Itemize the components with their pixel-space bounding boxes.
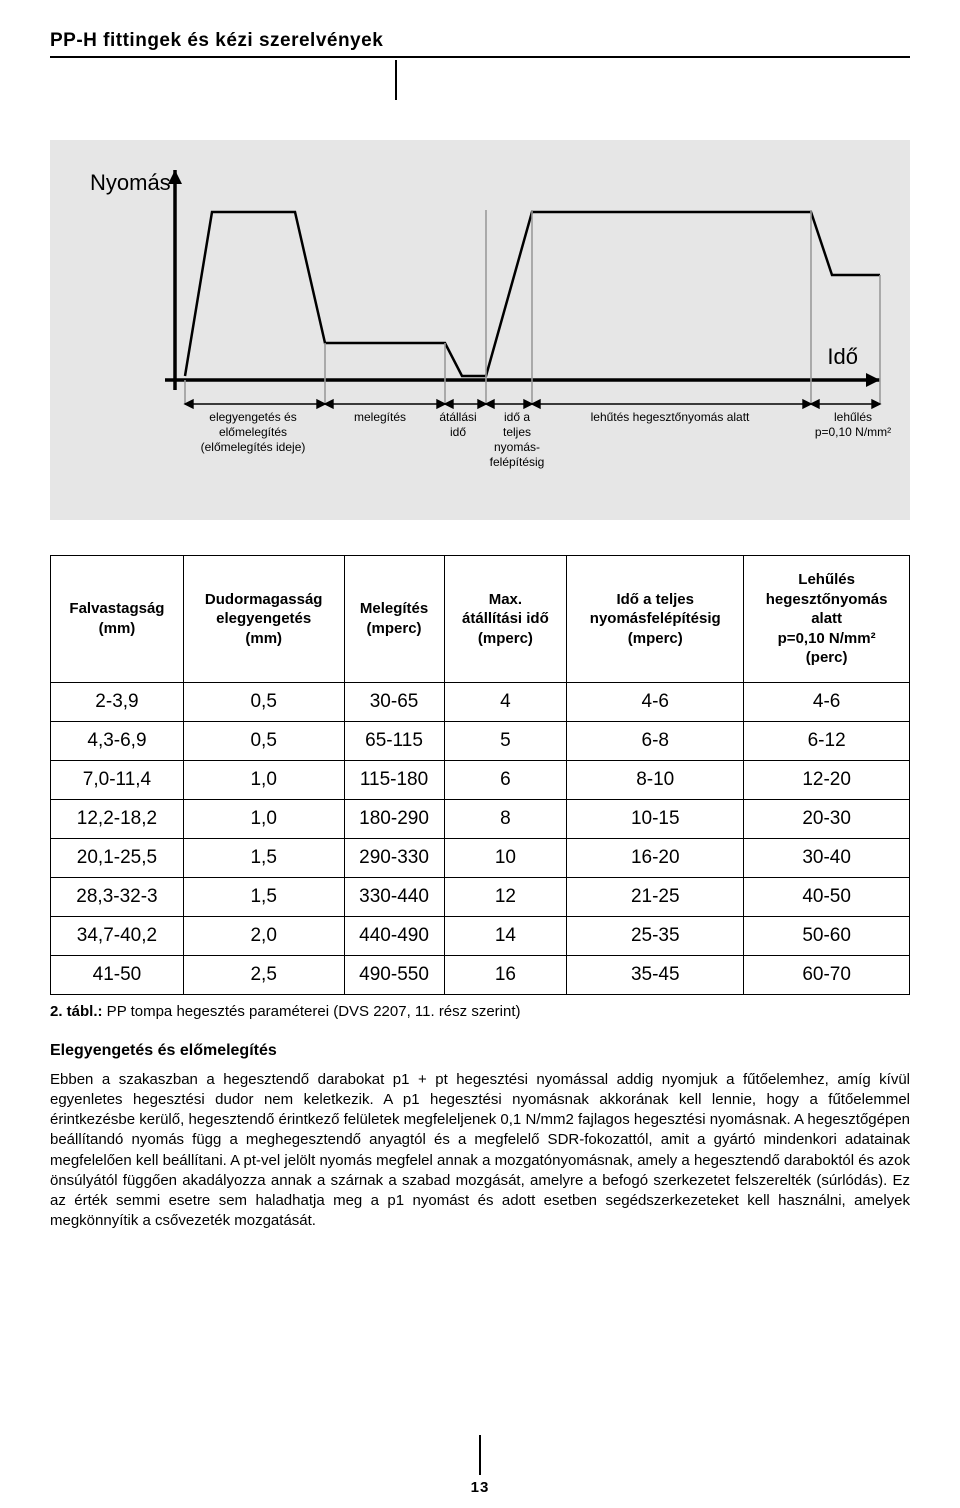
table-cell: 4-6 bbox=[567, 682, 744, 721]
col-header-5: Idő a teljesnyomásfelépítésig(mperc) bbox=[567, 556, 744, 683]
table-cell: 12-20 bbox=[744, 760, 910, 799]
table-cell: 35-45 bbox=[567, 955, 744, 994]
table-cell: 10-15 bbox=[567, 799, 744, 838]
table-cell: 30-65 bbox=[344, 682, 444, 721]
table-cell: 4-6 bbox=[744, 682, 910, 721]
col-header-3: Melegítés(mperc) bbox=[344, 556, 444, 683]
table-cell: 12 bbox=[444, 877, 567, 916]
table-cell: 20,1-25,5 bbox=[51, 838, 184, 877]
table-cell: 10 bbox=[444, 838, 567, 877]
pressure-time-chart: Nyomás Idő bbox=[50, 140, 910, 520]
chart-svg bbox=[50, 140, 910, 520]
col-header-4: Max.átállítási idő(mperc) bbox=[444, 556, 567, 683]
table-cell: 6-12 bbox=[744, 721, 910, 760]
table-row: 7,0-11,41,0115-18068-1012-20 bbox=[51, 760, 910, 799]
table-cell: 14 bbox=[444, 916, 567, 955]
table-cell: 21-25 bbox=[567, 877, 744, 916]
page-header: PP-H fittingek és kézi szerelvények bbox=[50, 30, 910, 58]
table-cell: 180-290 bbox=[344, 799, 444, 838]
section-heading: Elegyengetés és előmelegítés bbox=[50, 1042, 910, 1060]
footer-divider bbox=[479, 1435, 481, 1475]
page-number: 13 bbox=[0, 1479, 960, 1496]
table-cell: 60-70 bbox=[744, 955, 910, 994]
table-cell: 5 bbox=[444, 721, 567, 760]
caption-bold: 2. tábl.: bbox=[50, 1003, 103, 1020]
table-cell: 0,5 bbox=[183, 682, 344, 721]
table-cell: 34,7-40,2 bbox=[51, 916, 184, 955]
table-row: 12,2-18,21,0180-290810-1520-30 bbox=[51, 799, 910, 838]
table-cell: 41-50 bbox=[51, 955, 184, 994]
table-row: 2-3,90,530-6544-64-6 bbox=[51, 682, 910, 721]
table-cell: 12,2-18,2 bbox=[51, 799, 184, 838]
table-cell: 25-35 bbox=[567, 916, 744, 955]
table-cell: 1,0 bbox=[183, 799, 344, 838]
table-cell: 490-550 bbox=[344, 955, 444, 994]
table-cell: 1,5 bbox=[183, 838, 344, 877]
table-cell: 2,5 bbox=[183, 955, 344, 994]
table-cell: 6-8 bbox=[567, 721, 744, 760]
table-caption: 2. tábl.: PP tompa hegesztés paraméterei… bbox=[50, 1003, 910, 1020]
table-row: 4,3-6,90,565-11556-86-12 bbox=[51, 721, 910, 760]
phase-label-1: elegyengetés éselőmelegítés(előmelegítés… bbox=[178, 410, 328, 455]
table-cell: 30-40 bbox=[744, 838, 910, 877]
col-header-2: Dudormagasságelegyengetés(mm) bbox=[183, 556, 344, 683]
table-cell: 20-30 bbox=[744, 799, 910, 838]
table-cell: 28,3-32-3 bbox=[51, 877, 184, 916]
table-cell: 2-3,9 bbox=[51, 682, 184, 721]
table-row: 34,7-40,22,0440-4901425-3550-60 bbox=[51, 916, 910, 955]
table-cell: 6 bbox=[444, 760, 567, 799]
header-title: PP-H fittingek és kézi szerelvények bbox=[50, 30, 403, 56]
table-cell: 7,0-11,4 bbox=[51, 760, 184, 799]
table-cell: 2,0 bbox=[183, 916, 344, 955]
table-cell: 4 bbox=[444, 682, 567, 721]
table-row: 28,3-32-31,5330-4401221-2540-50 bbox=[51, 877, 910, 916]
phase-label-3: átállásiidő bbox=[428, 410, 488, 440]
phase-label-2: melegítés bbox=[340, 410, 420, 425]
col-header-6: Lehűléshegesztőnyomásalattp=0,10 N/mm²(p… bbox=[744, 556, 910, 683]
table-cell: 330-440 bbox=[344, 877, 444, 916]
table-cell: 40-50 bbox=[744, 877, 910, 916]
table-cell: 65-115 bbox=[344, 721, 444, 760]
table-cell: 8 bbox=[444, 799, 567, 838]
table-cell: 4,3-6,9 bbox=[51, 721, 184, 760]
header-divider bbox=[395, 60, 397, 100]
phase-label-4: idő ateljesnyomás-felépítésig bbox=[482, 410, 552, 470]
phase-label-6: lehűlésp=0,10 N/mm² bbox=[798, 410, 908, 440]
page-footer: 13 bbox=[0, 1435, 960, 1496]
table-cell: 50-60 bbox=[744, 916, 910, 955]
welding-parameters-table: Falvastagság(mm) Dudormagasságelegyenget… bbox=[50, 555, 910, 995]
table-row: 20,1-25,51,5290-3301016-2030-40 bbox=[51, 838, 910, 877]
table-row: 41-502,5490-5501635-4560-70 bbox=[51, 955, 910, 994]
phase-label-5: lehűtés hegesztőnyomás alatt bbox=[560, 410, 780, 425]
section-body: Ebben a szakaszban a hegesztendő darabok… bbox=[50, 1070, 910, 1232]
table-cell: 16-20 bbox=[567, 838, 744, 877]
table-cell: 115-180 bbox=[344, 760, 444, 799]
table-cell: 440-490 bbox=[344, 916, 444, 955]
table-cell: 8-10 bbox=[567, 760, 744, 799]
table-cell: 290-330 bbox=[344, 838, 444, 877]
table-cell: 0,5 bbox=[183, 721, 344, 760]
col-header-1: Falvastagság(mm) bbox=[51, 556, 184, 683]
table-cell: 16 bbox=[444, 955, 567, 994]
table-cell: 1,5 bbox=[183, 877, 344, 916]
caption-rest: PP tompa hegesztés paraméterei (DVS 2207… bbox=[103, 1003, 521, 1020]
table-cell: 1,0 bbox=[183, 760, 344, 799]
